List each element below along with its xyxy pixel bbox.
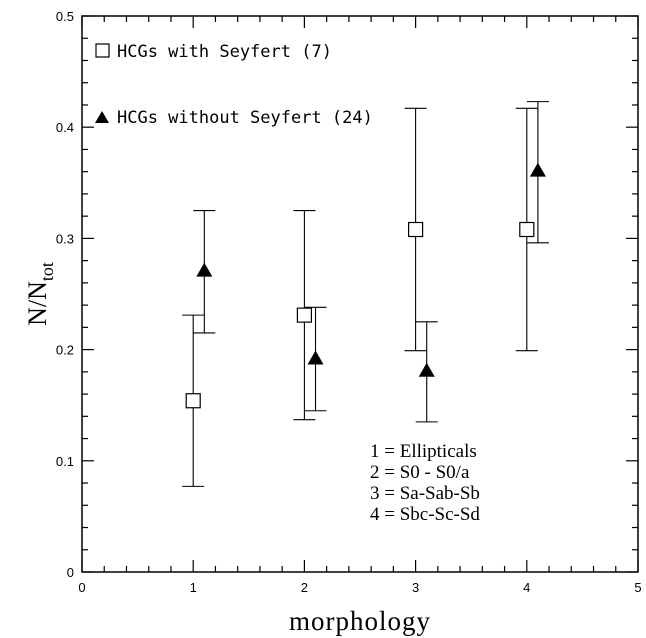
legend-label-with-seyfert: HCGs with Seyfert (7) [117, 42, 332, 62]
x-tick-label: 3 [412, 580, 419, 595]
x-tick-label: 0 [78, 580, 85, 595]
series-with-seyfert [182, 107, 538, 487]
annotation-line-3: 3 = Sa-Sab-Sb [370, 483, 480, 504]
x-tick-label: 4 [523, 580, 530, 595]
y-tick-label: 0.5 [56, 9, 74, 24]
y-tick-label: 0.1 [56, 454, 74, 469]
legend-label-without-seyfert: HCGs without Seyfert (24) [117, 108, 373, 128]
series-layer [182, 101, 549, 487]
series-without-seyfert [193, 101, 549, 423]
annotation-line-4: 4 = Sbc-Sc-Sd [370, 504, 480, 525]
y-tick-label: 0.4 [56, 120, 74, 135]
tick-labels: 0 1 2 3 4 5 0 0.1 0.2 0.3 0.4 0.5 [56, 9, 642, 595]
x-tick-label: 5 [634, 580, 641, 595]
x-tick-label: 2 [301, 580, 308, 595]
y-axis-title-main: N/N [23, 281, 52, 326]
annotation-line-1: 1 = Ellipticals [370, 441, 477, 462]
plot-frame [81, 15, 639, 573]
data-point-square [185, 393, 201, 409]
legend: HCGs with Seyfert (7) HCGs without Seyfe… [95, 42, 373, 128]
legend-square-marker [95, 43, 110, 58]
data-point-triangle [529, 162, 546, 177]
x-tick-label: 1 [190, 580, 197, 595]
data-point-square [296, 307, 312, 323]
data-point-triangle [418, 362, 435, 377]
x-axis-title: morphology [289, 606, 431, 636]
legend-triangle-marker [95, 111, 109, 123]
data-point-square [408, 221, 424, 238]
y-axis-title: N/Ntot [23, 262, 57, 326]
y-tick-label: 0.3 [56, 231, 74, 246]
axis-ticks [81, 15, 639, 573]
data-point-triangle [307, 350, 324, 365]
annotation-line-2: 2 = S0 - S0/a [370, 462, 470, 483]
y-axis-title-subscript: tot [37, 262, 57, 281]
data-point-square [519, 221, 535, 238]
morphology-key: 1 = Ellipticals 2 = S0 - S0/a 3 = Sa-Sab… [370, 441, 480, 525]
y-tick-label: 0.2 [56, 343, 74, 358]
data-point-triangle [196, 262, 213, 277]
y-tick-label: 0 [67, 565, 74, 580]
